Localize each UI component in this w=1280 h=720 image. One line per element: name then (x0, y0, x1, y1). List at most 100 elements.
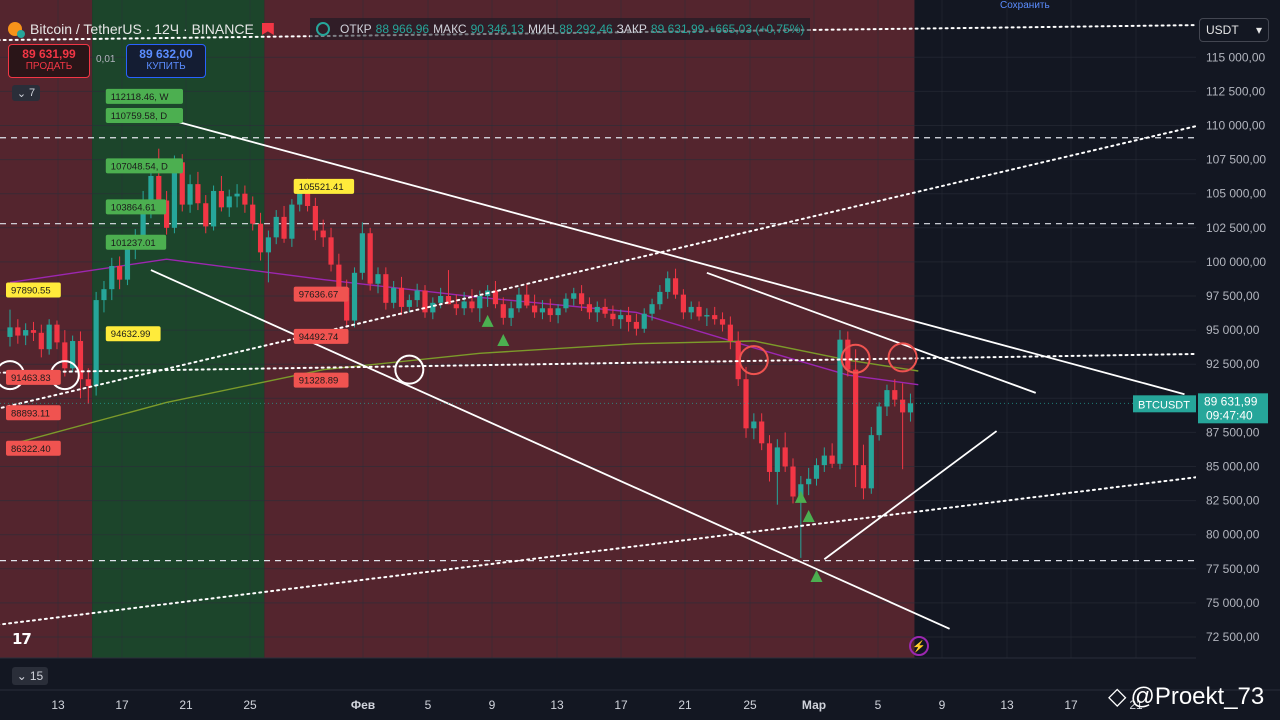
ohlc-close-value: 89 631,99 (650, 22, 705, 36)
level-label-text: 97890.55 (11, 286, 51, 297)
candle-body (195, 184, 201, 204)
flag-icon[interactable] (261, 23, 274, 35)
level-label-box (293, 286, 349, 302)
lightning-icon[interactable]: ⚡ (909, 636, 929, 656)
candle-body (602, 306, 608, 314)
buy-signal-triangle (794, 490, 807, 503)
candle-body (508, 308, 514, 318)
buy-label: КУПИТЬ (146, 61, 186, 72)
price-axis-tick: 85 000,00 (1206, 460, 1260, 474)
candle-body (124, 244, 131, 280)
symbol-header: Bitcoin / TetherUS · 12Ч · BINANCE (8, 16, 274, 42)
ohlc-change-value: +665,03 (+0,75%) (708, 22, 805, 36)
tradingview-logo[interactable]: 17 (12, 630, 32, 648)
price-axis-tick: 80 000,00 (1206, 528, 1260, 542)
candle-body (712, 315, 718, 320)
sell-button[interactable]: 89 631,99 ПРОДАТЬ (8, 44, 90, 78)
level-label: 97890.55 (6, 282, 61, 298)
level-label-box (6, 405, 61, 421)
candle-body (23, 330, 29, 336)
candle-body (500, 304, 506, 318)
price-axis-tick: 87 500,00 (1206, 425, 1260, 439)
candle-body (85, 379, 91, 387)
candle-body (735, 341, 741, 380)
level-label: 112118.46, W (105, 88, 183, 104)
candle-body (719, 319, 726, 325)
level-label: 97636.67 (293, 286, 349, 302)
time-axis-tick: 13 (1000, 698, 1014, 712)
candle-body (532, 305, 538, 313)
candle-body (140, 204, 146, 238)
level-label-text: 97636.67 (299, 290, 339, 301)
candle-body (336, 264, 342, 288)
indicators-toggle[interactable]: ⌄ 7 (12, 85, 40, 101)
price-axis-tick: 95 000,00 (1206, 323, 1260, 337)
symbol-title[interactable]: Bitcoin / TetherUS · 12Ч · BINANCE (30, 21, 254, 37)
candle-body (790, 466, 796, 497)
price-axis-tick: 112 500,00 (1206, 84, 1265, 98)
candle-body (751, 421, 757, 429)
candle-body (907, 403, 914, 413)
candle-body (30, 330, 37, 333)
candle-body (250, 204, 256, 224)
candle-body (62, 342, 68, 369)
circle-marker-white (394, 354, 425, 385)
candle-body (289, 204, 295, 239)
ohlc-high-value: 90 346,13 (470, 22, 524, 36)
candle-body (445, 296, 452, 305)
indicators-count: 7 (29, 87, 36, 99)
price-axis-tick: 97 500,00 (1206, 289, 1260, 303)
price-axis-tick: 77 500,00 (1206, 562, 1260, 576)
time-axis-tick: 21 (1129, 698, 1143, 712)
candle-body (876, 406, 882, 436)
level-label-box (105, 158, 183, 174)
price-axis-tick: 82 500,00 (1206, 494, 1260, 508)
time-axis-tick: 9 (939, 698, 946, 712)
level-label-box (6, 282, 61, 298)
candle-body (641, 313, 647, 329)
candle-body (156, 175, 162, 201)
time-axis-tick: 13 (51, 698, 65, 712)
price-axis-tick: 110 000,00 (1206, 119, 1265, 133)
candle-body (696, 306, 702, 317)
candle-body (77, 341, 84, 380)
time-axis-tick: 5 (425, 698, 432, 712)
candle-body (625, 315, 632, 322)
candle-body (46, 324, 52, 350)
candle-body (375, 274, 381, 284)
sell-price: 89 631,99 (22, 47, 76, 61)
eye-icon[interactable] (316, 22, 330, 36)
save-label[interactable]: Сохранить (1000, 0, 1050, 11)
level-label-box (105, 107, 183, 123)
candle-body (367, 233, 373, 284)
sell-label: ПРОДАТЬ (25, 61, 73, 72)
level-label: 94632.99 (105, 326, 161, 342)
candle-body (618, 315, 624, 320)
level-label-box (293, 372, 349, 388)
time-axis-tick: 17 (115, 698, 129, 712)
price-axis-panel (1196, 0, 1280, 720)
interval-count: 15 (29, 669, 44, 683)
interval-toggle[interactable]: ⌄ 15 (12, 667, 48, 685)
time-axis-tick: 25 (243, 698, 257, 712)
candle-body (38, 332, 44, 350)
watermark: ◇ @Proekt_73 (1108, 682, 1264, 711)
candle-body (547, 308, 553, 316)
currency-select[interactable]: USDT ▾ (1199, 18, 1269, 42)
trendline (823, 430, 998, 560)
price-axis-tick: 107 500,00 (1206, 153, 1266, 167)
candle-body (524, 294, 530, 306)
level-label-text: 101237.01 (111, 238, 156, 249)
candle-body (563, 298, 569, 309)
level-label-box (105, 88, 183, 104)
buy-button[interactable]: 89 632,00 КУПИТЬ (126, 44, 206, 78)
bitcoin-icon (8, 22, 25, 38)
candle-body (148, 175, 154, 205)
candle-body (210, 190, 217, 227)
level-label-box (6, 440, 61, 456)
circle-marker-red (887, 342, 918, 373)
chevron-down-icon: ⌄ (16, 87, 27, 100)
candle-body (54, 324, 60, 343)
